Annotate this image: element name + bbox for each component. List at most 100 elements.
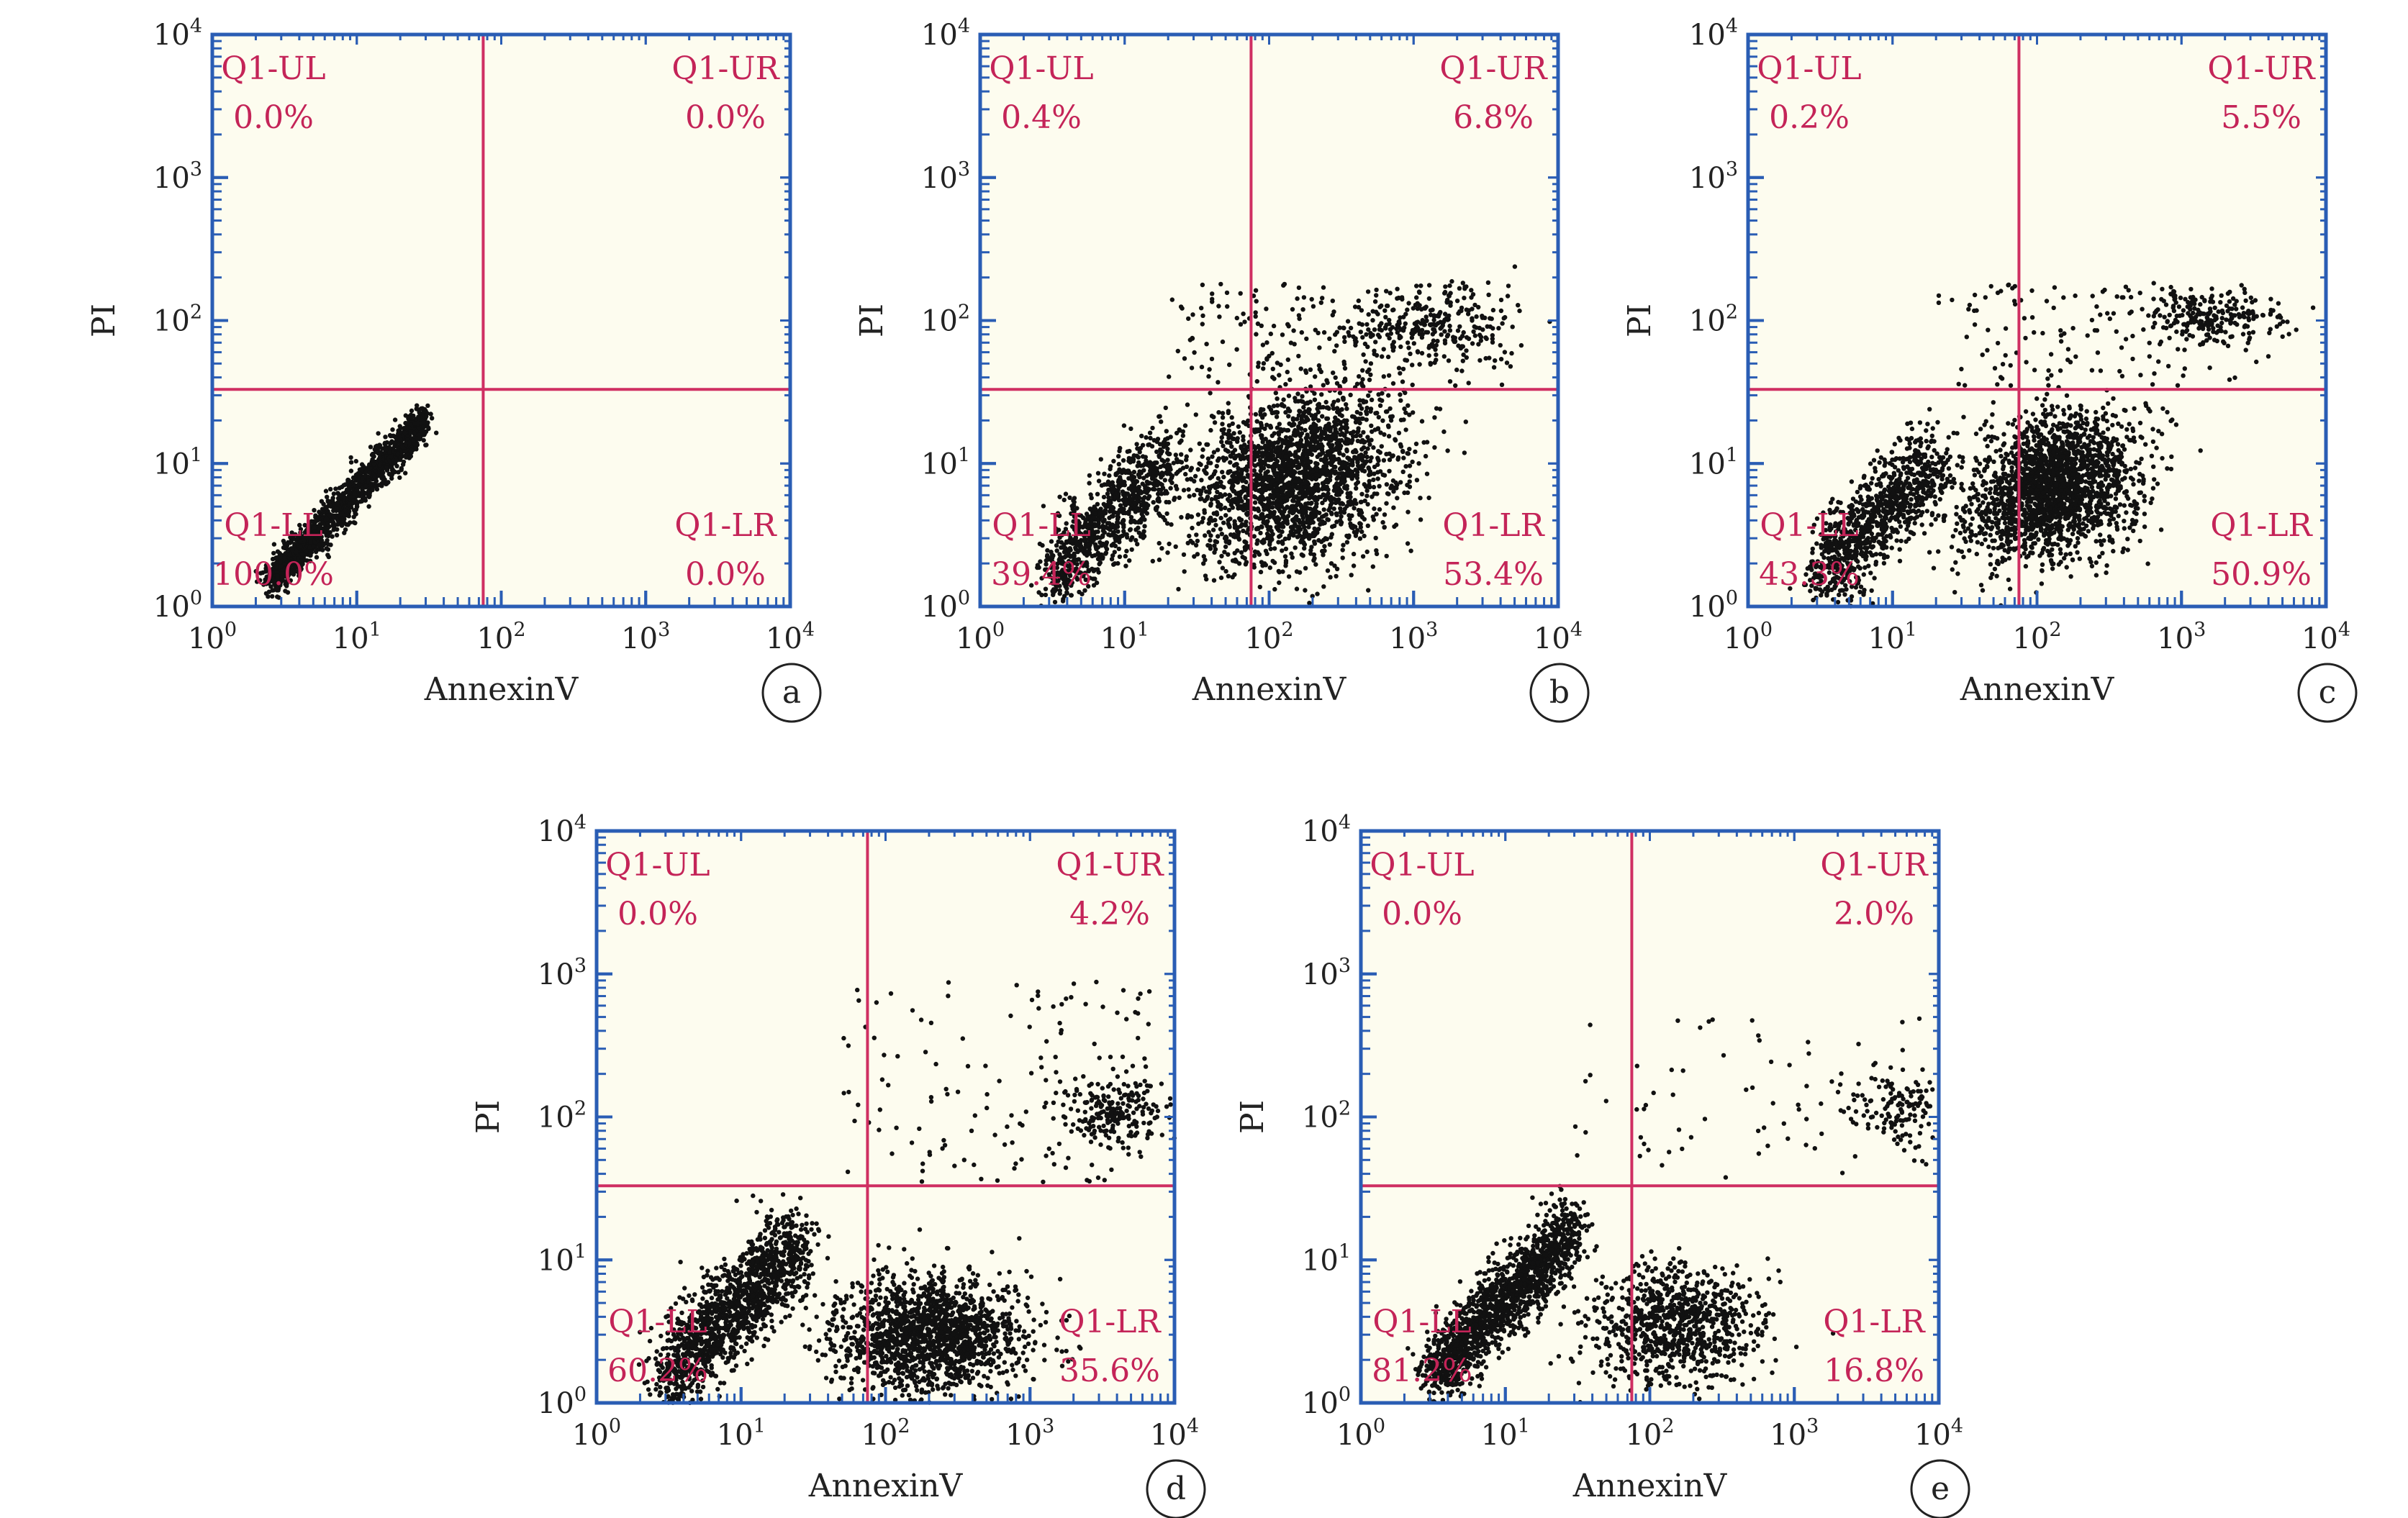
event-dot: [1362, 533, 1367, 539]
event-dot: [1207, 517, 1212, 522]
event-dot: [1344, 540, 1350, 545]
event-dot: [1340, 555, 1345, 560]
event-dot: [1330, 299, 1336, 304]
event-dot: [1192, 473, 1198, 479]
event-dot: [1219, 532, 1225, 537]
event-dot: [1330, 524, 1335, 530]
event-dot: [1317, 517, 1322, 522]
event-dot: [1257, 445, 1262, 451]
event-dot: [1201, 561, 1206, 566]
x-tick-label: 102: [476, 619, 525, 655]
event-dot: [1182, 423, 1188, 428]
event-dot: [1300, 399, 1305, 404]
event-dot: [408, 454, 413, 459]
event-dot: [1320, 444, 1325, 449]
event-dot: [1287, 409, 1293, 414]
event-dot: [1340, 547, 1345, 553]
event-dot: [1215, 447, 1221, 453]
event-dot: [1236, 453, 1241, 458]
event-dot: [1365, 435, 1370, 440]
event-dot: [1236, 473, 1241, 478]
event-dot: [1194, 532, 1199, 537]
event-dot: [1287, 377, 1293, 382]
event-dot: [1107, 521, 1112, 526]
event-dot: [403, 413, 408, 418]
event-dot: [1137, 474, 1142, 480]
event-dot: [1208, 460, 1213, 465]
event-dot: [311, 544, 316, 549]
event-dot: [1416, 461, 1421, 466]
event-dot: [1365, 501, 1370, 507]
event-dot: [1300, 513, 1305, 518]
event-dot: [348, 468, 354, 473]
event-dot: [1157, 453, 1162, 458]
event-dot: [377, 442, 382, 447]
event-dot: [1129, 547, 1134, 553]
event-dot: [1386, 434, 1392, 439]
event-dot: [1371, 477, 1376, 483]
event-dot: [1344, 406, 1349, 412]
event-dot: [1349, 473, 1354, 478]
event-dot: [1180, 433, 1186, 438]
event-dot: [402, 430, 407, 436]
event-dot: [1391, 505, 1396, 510]
event-dot: [1062, 497, 1067, 503]
event-dot: [1066, 548, 1071, 553]
event-dot: [1328, 455, 1334, 460]
event-dot: [1287, 480, 1292, 486]
event-dot: [1333, 464, 1338, 470]
event-dot: [1300, 553, 1305, 558]
event-dot: [1227, 440, 1232, 445]
event-dot: [1162, 478, 1168, 483]
event-dot: [1197, 441, 1203, 446]
event-dot: [1347, 517, 1352, 522]
event-dot: [1185, 513, 1190, 518]
event-dot: [1216, 380, 1221, 385]
event-dot: [1185, 402, 1190, 407]
event-dot: [1121, 458, 1126, 463]
event-dot: [1364, 409, 1369, 414]
event-dot: [1220, 415, 1226, 420]
event-dot: [1350, 463, 1355, 468]
event-dot: [1341, 418, 1347, 423]
event-dot: [1400, 379, 1406, 384]
event-dot: [1365, 446, 1370, 451]
event-dot: [1216, 476, 1221, 481]
y-tick-label: 104: [153, 15, 202, 52]
event-dot: [1308, 487, 1314, 493]
event-dot: [1258, 412, 1263, 417]
event-dot: [330, 523, 335, 528]
event-dot: [1181, 552, 1187, 558]
event-dot: [1280, 539, 1285, 544]
event-dot: [1159, 487, 1164, 493]
event-dot: [1308, 436, 1314, 441]
event-dot: [1359, 529, 1364, 535]
event-dot: [1260, 540, 1266, 545]
event-dot: [1136, 525, 1141, 530]
event-dot: [1318, 468, 1323, 473]
event-dot: [1201, 554, 1207, 559]
event-dot: [1103, 507, 1108, 513]
event-dot: [1195, 552, 1200, 557]
event-dot: [1151, 437, 1157, 443]
event-dot: [1226, 518, 1231, 523]
event-dot: [1232, 477, 1237, 482]
event-dot: [1484, 336, 1489, 342]
event-dot: [1202, 508, 1207, 513]
event-dot: [1317, 452, 1322, 457]
event-dot: [420, 432, 425, 437]
event-dot: [1395, 457, 1400, 462]
event-dot: [1271, 404, 1277, 409]
event-dot: [1333, 469, 1338, 474]
event-dot: [1355, 430, 1360, 435]
event-dot: [1334, 481, 1339, 486]
event-dot: [1282, 554, 1288, 559]
event-dot: [1333, 497, 1339, 503]
event-dot: [366, 478, 371, 483]
event-dot: [1271, 489, 1276, 494]
event-dot: [1229, 415, 1234, 420]
event-dot: [1393, 480, 1398, 486]
event-dot: [1361, 454, 1366, 459]
x-axis-label: AnnexinV: [424, 671, 579, 708]
event-dot: [1173, 483, 1179, 488]
